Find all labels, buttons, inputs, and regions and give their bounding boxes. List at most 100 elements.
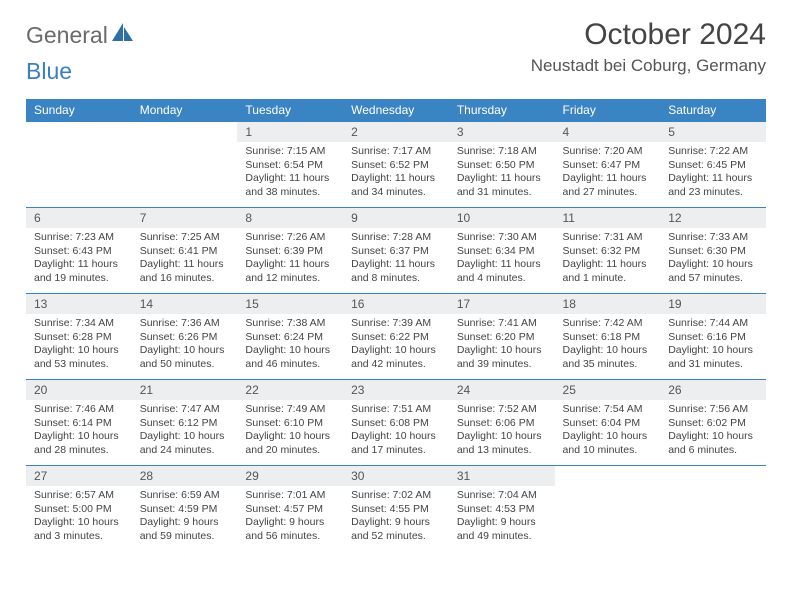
day-details: Sunrise: 7:56 AMSunset: 6:02 PMDaylight:… bbox=[660, 400, 766, 462]
calendar-cell: 13Sunrise: 7:34 AMSunset: 6:28 PMDayligh… bbox=[26, 294, 132, 380]
day-number: 10 bbox=[449, 208, 555, 228]
day-details: Sunrise: 7:02 AMSunset: 4:55 PMDaylight:… bbox=[343, 486, 449, 548]
sunset-text: Sunset: 5:00 PM bbox=[34, 503, 124, 517]
day-number: 23 bbox=[343, 380, 449, 400]
day-details: Sunrise: 6:57 AMSunset: 5:00 PMDaylight:… bbox=[26, 486, 132, 548]
daylight-text: Daylight: 10 hours and 46 minutes. bbox=[245, 344, 335, 371]
day-number: 15 bbox=[237, 294, 343, 314]
sunrise-text: Sunrise: 7:54 AM bbox=[563, 403, 653, 417]
month-title: October 2024 bbox=[531, 18, 766, 52]
daylight-text: Daylight: 10 hours and 39 minutes. bbox=[457, 344, 547, 371]
daylight-text: Daylight: 11 hours and 19 minutes. bbox=[34, 258, 124, 285]
calendar-body: 1Sunrise: 7:15 AMSunset: 6:54 PMDaylight… bbox=[26, 122, 766, 552]
daylight-text: Daylight: 11 hours and 27 minutes. bbox=[563, 172, 653, 199]
sunrise-text: Sunrise: 7:42 AM bbox=[563, 317, 653, 331]
day-number: 31 bbox=[449, 466, 555, 486]
calendar-cell: 29Sunrise: 7:01 AMSunset: 4:57 PMDayligh… bbox=[237, 466, 343, 552]
sunset-text: Sunset: 6:06 PM bbox=[457, 417, 547, 431]
daylight-text: Daylight: 9 hours and 56 minutes. bbox=[245, 516, 335, 543]
day-number: 22 bbox=[237, 380, 343, 400]
day-details: Sunrise: 7:42 AMSunset: 6:18 PMDaylight:… bbox=[555, 314, 661, 376]
sunrise-text: Sunrise: 7:33 AM bbox=[668, 231, 758, 245]
day-details: Sunrise: 7:23 AMSunset: 6:43 PMDaylight:… bbox=[26, 228, 132, 290]
calendar-cell-empty bbox=[555, 466, 661, 552]
day-details: Sunrise: 7:15 AMSunset: 6:54 PMDaylight:… bbox=[237, 142, 343, 204]
sunset-text: Sunset: 6:52 PM bbox=[351, 159, 441, 173]
day-number: 8 bbox=[237, 208, 343, 228]
sunrise-text: Sunrise: 7:49 AM bbox=[245, 403, 335, 417]
sunset-text: Sunset: 6:20 PM bbox=[457, 331, 547, 345]
day-number: 18 bbox=[555, 294, 661, 314]
calendar-row: 27Sunrise: 6:57 AMSunset: 5:00 PMDayligh… bbox=[26, 466, 766, 552]
day-details: Sunrise: 7:17 AMSunset: 6:52 PMDaylight:… bbox=[343, 142, 449, 204]
day-number: 9 bbox=[343, 208, 449, 228]
day-number: 16 bbox=[343, 294, 449, 314]
sunset-text: Sunset: 6:12 PM bbox=[140, 417, 230, 431]
day-number: 25 bbox=[555, 380, 661, 400]
brand-logo: General bbox=[26, 18, 136, 49]
calendar-cell: 11Sunrise: 7:31 AMSunset: 6:32 PMDayligh… bbox=[555, 208, 661, 294]
calendar-cell: 14Sunrise: 7:36 AMSunset: 6:26 PMDayligh… bbox=[132, 294, 238, 380]
day-details: Sunrise: 7:52 AMSunset: 6:06 PMDaylight:… bbox=[449, 400, 555, 462]
day-details: Sunrise: 7:39 AMSunset: 6:22 PMDaylight:… bbox=[343, 314, 449, 376]
sunset-text: Sunset: 6:28 PM bbox=[34, 331, 124, 345]
daylight-text: Daylight: 11 hours and 23 minutes. bbox=[668, 172, 758, 199]
calendar-cell: 15Sunrise: 7:38 AMSunset: 6:24 PMDayligh… bbox=[237, 294, 343, 380]
sunset-text: Sunset: 6:47 PM bbox=[563, 159, 653, 173]
calendar-cell: 1Sunrise: 7:15 AMSunset: 6:54 PMDaylight… bbox=[237, 122, 343, 208]
weekday-header: Monday bbox=[132, 99, 238, 122]
sunset-text: Sunset: 6:54 PM bbox=[245, 159, 335, 173]
daylight-text: Daylight: 10 hours and 31 minutes. bbox=[668, 344, 758, 371]
sunset-text: Sunset: 6:22 PM bbox=[351, 331, 441, 345]
daylight-text: Daylight: 9 hours and 49 minutes. bbox=[457, 516, 547, 543]
sunset-text: Sunset: 6:24 PM bbox=[245, 331, 335, 345]
daylight-text: Daylight: 10 hours and 57 minutes. bbox=[668, 258, 758, 285]
day-number: 30 bbox=[343, 466, 449, 486]
day-number: 26 bbox=[660, 380, 766, 400]
daylight-text: Daylight: 11 hours and 38 minutes. bbox=[245, 172, 335, 199]
daylight-text: Daylight: 10 hours and 42 minutes. bbox=[351, 344, 441, 371]
sunset-text: Sunset: 6:43 PM bbox=[34, 245, 124, 259]
sunrise-text: Sunrise: 7:23 AM bbox=[34, 231, 124, 245]
calendar-row: 13Sunrise: 7:34 AMSunset: 6:28 PMDayligh… bbox=[26, 294, 766, 380]
calendar-row: 6Sunrise: 7:23 AMSunset: 6:43 PMDaylight… bbox=[26, 208, 766, 294]
sunrise-text: Sunrise: 7:38 AM bbox=[245, 317, 335, 331]
calendar-cell: 23Sunrise: 7:51 AMSunset: 6:08 PMDayligh… bbox=[343, 380, 449, 466]
sunrise-text: Sunrise: 7:22 AM bbox=[668, 145, 758, 159]
calendar-head: SundayMondayTuesdayWednesdayThursdayFrid… bbox=[26, 99, 766, 122]
day-details: Sunrise: 7:38 AMSunset: 6:24 PMDaylight:… bbox=[237, 314, 343, 376]
calendar-row: 20Sunrise: 7:46 AMSunset: 6:14 PMDayligh… bbox=[26, 380, 766, 466]
calendar-cell: 12Sunrise: 7:33 AMSunset: 6:30 PMDayligh… bbox=[660, 208, 766, 294]
day-details: Sunrise: 7:36 AMSunset: 6:26 PMDaylight:… bbox=[132, 314, 238, 376]
day-details: Sunrise: 7:51 AMSunset: 6:08 PMDaylight:… bbox=[343, 400, 449, 462]
daylight-text: Daylight: 11 hours and 31 minutes. bbox=[457, 172, 547, 199]
day-number: 1 bbox=[237, 122, 343, 142]
day-details: Sunrise: 7:28 AMSunset: 6:37 PMDaylight:… bbox=[343, 228, 449, 290]
sunrise-text: Sunrise: 7:20 AM bbox=[563, 145, 653, 159]
sunrise-text: Sunrise: 7:51 AM bbox=[351, 403, 441, 417]
weekday-header: Thursday bbox=[449, 99, 555, 122]
daylight-text: Daylight: 10 hours and 10 minutes. bbox=[563, 430, 653, 457]
daylight-text: Daylight: 10 hours and 13 minutes. bbox=[457, 430, 547, 457]
sunrise-text: Sunrise: 7:39 AM bbox=[351, 317, 441, 331]
sunrise-text: Sunrise: 7:17 AM bbox=[351, 145, 441, 159]
daylight-text: Daylight: 10 hours and 6 minutes. bbox=[668, 430, 758, 457]
sunset-text: Sunset: 6:45 PM bbox=[668, 159, 758, 173]
calendar-cell: 31Sunrise: 7:04 AMSunset: 4:53 PMDayligh… bbox=[449, 466, 555, 552]
weekday-header: Sunday bbox=[26, 99, 132, 122]
sunrise-text: Sunrise: 7:36 AM bbox=[140, 317, 230, 331]
sunrise-text: Sunrise: 7:25 AM bbox=[140, 231, 230, 245]
day-details: Sunrise: 7:31 AMSunset: 6:32 PMDaylight:… bbox=[555, 228, 661, 290]
day-number: 2 bbox=[343, 122, 449, 142]
daylight-text: Daylight: 10 hours and 28 minutes. bbox=[34, 430, 124, 457]
calendar-cell: 30Sunrise: 7:02 AMSunset: 4:55 PMDayligh… bbox=[343, 466, 449, 552]
day-details: Sunrise: 7:44 AMSunset: 6:16 PMDaylight:… bbox=[660, 314, 766, 376]
sunset-text: Sunset: 4:57 PM bbox=[245, 503, 335, 517]
sunset-text: Sunset: 6:18 PM bbox=[563, 331, 653, 345]
daylight-text: Daylight: 11 hours and 12 minutes. bbox=[245, 258, 335, 285]
sunset-text: Sunset: 6:04 PM bbox=[563, 417, 653, 431]
calendar-cell: 10Sunrise: 7:30 AMSunset: 6:34 PMDayligh… bbox=[449, 208, 555, 294]
sunrise-text: Sunrise: 7:41 AM bbox=[457, 317, 547, 331]
day-details: Sunrise: 7:34 AMSunset: 6:28 PMDaylight:… bbox=[26, 314, 132, 376]
sunrise-text: Sunrise: 7:02 AM bbox=[351, 489, 441, 503]
